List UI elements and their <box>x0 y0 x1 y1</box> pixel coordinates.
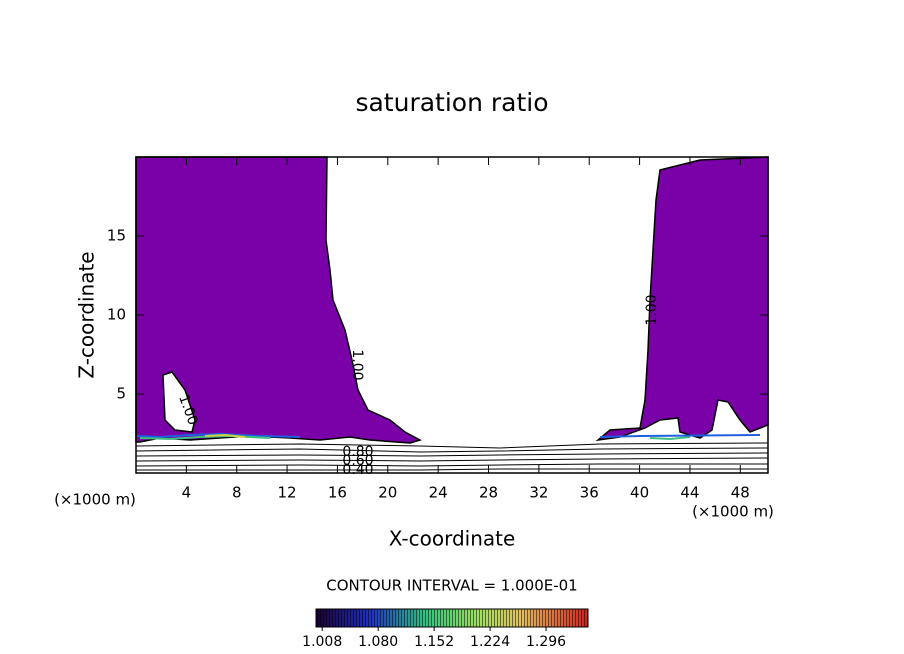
contour-label: 1.00 <box>644 294 660 325</box>
contour-line <box>135 442 769 449</box>
colorbar-hatch <box>316 609 588 627</box>
contour-fill <box>135 156 769 444</box>
x-tick-label: 4 <box>182 484 192 502</box>
x-tick-label: 48 <box>731 484 750 502</box>
x-tick-label: 16 <box>328 484 347 502</box>
contour-line <box>135 457 769 462</box>
contour-lines <box>135 442 769 471</box>
y-tick-label: 10 <box>107 306 126 324</box>
contour-line <box>135 463 768 467</box>
x-tick-label: 44 <box>680 484 699 502</box>
x-tick-label: 32 <box>529 484 548 502</box>
x-unit-label: (×1000 m) <box>692 503 774 521</box>
x-unit-label: (×1000 m) <box>54 491 136 509</box>
color-band <box>649 436 691 441</box>
color-band <box>136 432 301 439</box>
contour-line <box>136 468 768 471</box>
x-tick-label: 20 <box>378 484 397 502</box>
x-tick-label: 40 <box>630 484 649 502</box>
x-axis-label: X-coordinate <box>389 527 516 551</box>
colorbar-tick-label: 1.008 <box>302 634 342 650</box>
contour-label: 1.00 <box>349 349 365 380</box>
surface-colors <box>136 432 761 441</box>
y-tick-label: 5 <box>116 385 126 403</box>
colorbar-tick-label: 1.080 <box>358 634 398 650</box>
x-tick-label: 36 <box>580 484 599 502</box>
saturated-region <box>595 156 769 442</box>
contour-label: 0.60 <box>342 453 373 469</box>
color-band <box>599 434 761 438</box>
chart-title: saturation ratio <box>355 88 548 117</box>
x-tick-label: 8 <box>232 484 242 502</box>
contour-interval: CONTOUR INTERVAL = 1.000E-01 <box>326 577 577 595</box>
x-tick-label: 28 <box>479 484 498 502</box>
colorbar-tick-label: 1.296 <box>526 634 566 650</box>
contour-line <box>135 452 769 457</box>
x-tick-label: 24 <box>429 484 448 502</box>
y-axis-label: Z-coordinate <box>75 251 99 378</box>
y-tick-label: 15 <box>107 227 126 245</box>
color-band <box>204 433 246 438</box>
x-tick-label: 12 <box>278 484 297 502</box>
contour-line <box>135 447 769 453</box>
colorbar-tick-label: 1.224 <box>470 634 510 650</box>
colorbar-tick-label: 1.152 <box>414 634 454 650</box>
saturated-region <box>135 156 422 444</box>
contour-label: 0.80 <box>342 444 373 460</box>
contour-label: 0.40 <box>342 462 373 478</box>
